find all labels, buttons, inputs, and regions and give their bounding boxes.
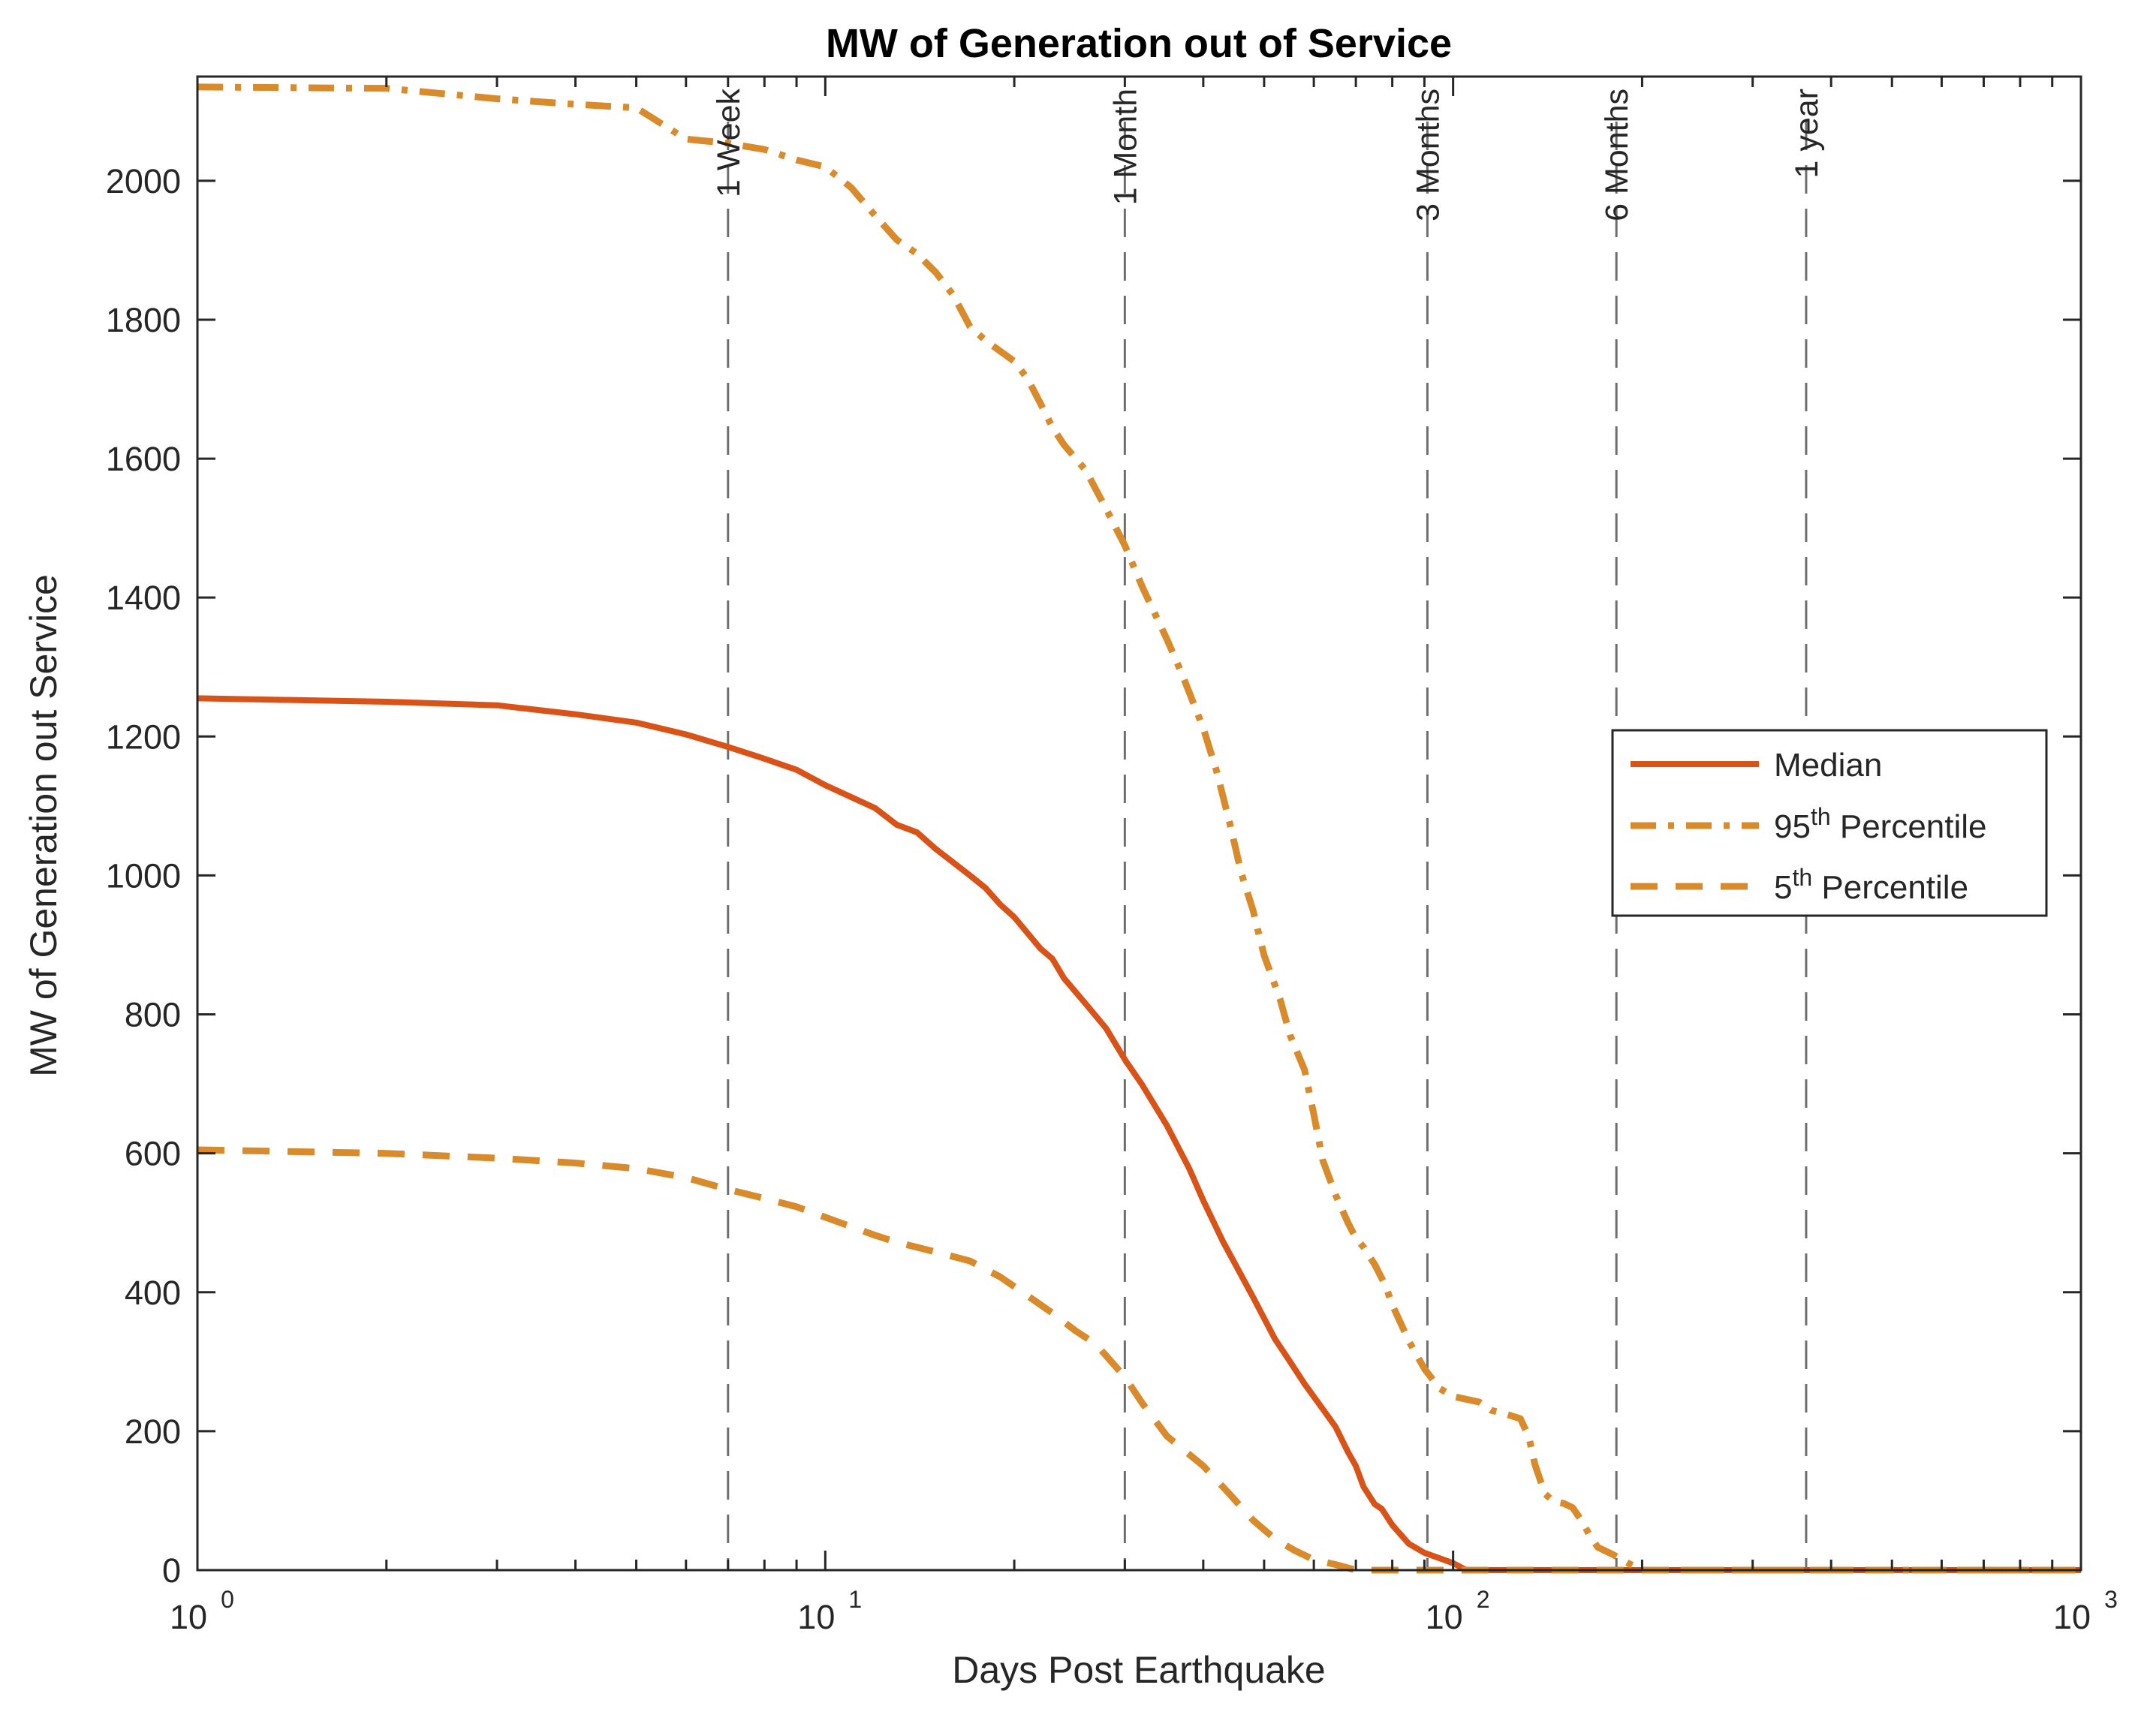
x-tick-label: 10	[170, 1598, 207, 1636]
x-tick-label: 10	[2053, 1598, 2091, 1636]
y-tick-label-600: 600	[125, 1135, 181, 1173]
y-tick-label-0: 0	[162, 1551, 181, 1590]
reference-label-1-year: 1 year	[1789, 89, 1825, 179]
x-axis-label: Days Post Earthquake	[952, 1649, 1326, 1691]
y-tick-label-2000: 2000	[106, 162, 181, 200]
x-tick-label: 10	[1426, 1598, 1463, 1636]
reference-labels: 1 Week 1 Month 3 Months 6 Months 1 year	[711, 89, 1825, 221]
y-tick-label-1800: 1800	[106, 301, 181, 339]
reference-label-3-months: 3 Months	[1410, 89, 1446, 221]
x-tick-label: 10	[797, 1598, 835, 1636]
y-tick-label-1000: 1000	[106, 856, 181, 895]
x-tick-exponent: 2	[1477, 1586, 1490, 1613]
y-tick-labels: 0 200 400 600 800 1000 1200 1400 1600 1800 2000	[106, 162, 181, 1590]
series-line-median	[197, 695, 2081, 1573]
y-tick-label-1600: 1600	[106, 440, 181, 478]
y-axis-label: MW of Generation out Service	[23, 574, 65, 1077]
x-tick-exponent: 1	[848, 1586, 862, 1613]
legend-items: Median 95th Percentile 5th Percentile	[1631, 747, 1987, 906]
y-tick-label-200: 200	[125, 1413, 181, 1451]
y-tick-label-1400: 1400	[106, 579, 181, 617]
y-tick-label-800: 800	[125, 996, 181, 1034]
x-tick-labels: 10 0 10 1 10 2 10 3	[170, 1586, 2118, 1636]
legend: Median 95th Percentile 5th Percentile	[1611, 729, 2048, 917]
legend-label-median: Median	[1774, 747, 1882, 784]
legend-label-95th-percentile: 95th Percentile	[1774, 803, 1987, 845]
legend-suffix: Percentile	[1812, 869, 1968, 906]
x-tick-exponent: 0	[221, 1586, 234, 1613]
legend-superscript: th	[1792, 864, 1812, 891]
axis-ticks	[196, 77, 2082, 1572]
reference-label-1-month: 1 Month	[1107, 89, 1143, 205]
chart-title: MW of Generation out of Service	[826, 21, 1452, 66]
y-tick-label-1200: 1200	[106, 718, 181, 756]
axes-box	[196, 75, 2082, 1572]
y-tick-label-400: 400	[125, 1274, 181, 1312]
legend-suffix: Percentile	[1831, 808, 1987, 845]
x-tick-exponent: 3	[2104, 1586, 2118, 1613]
reference-label-6-months: 6 Months	[1599, 89, 1635, 221]
series-lines	[197, 83, 2081, 1574]
reference-label-1-week: 1 Week	[711, 89, 747, 197]
series-line-95th-percentile	[197, 83, 2081, 1574]
legend-superscript: th	[1811, 803, 1831, 830]
legend-label-5th-percentile: 5th Percentile	[1774, 864, 1968, 906]
